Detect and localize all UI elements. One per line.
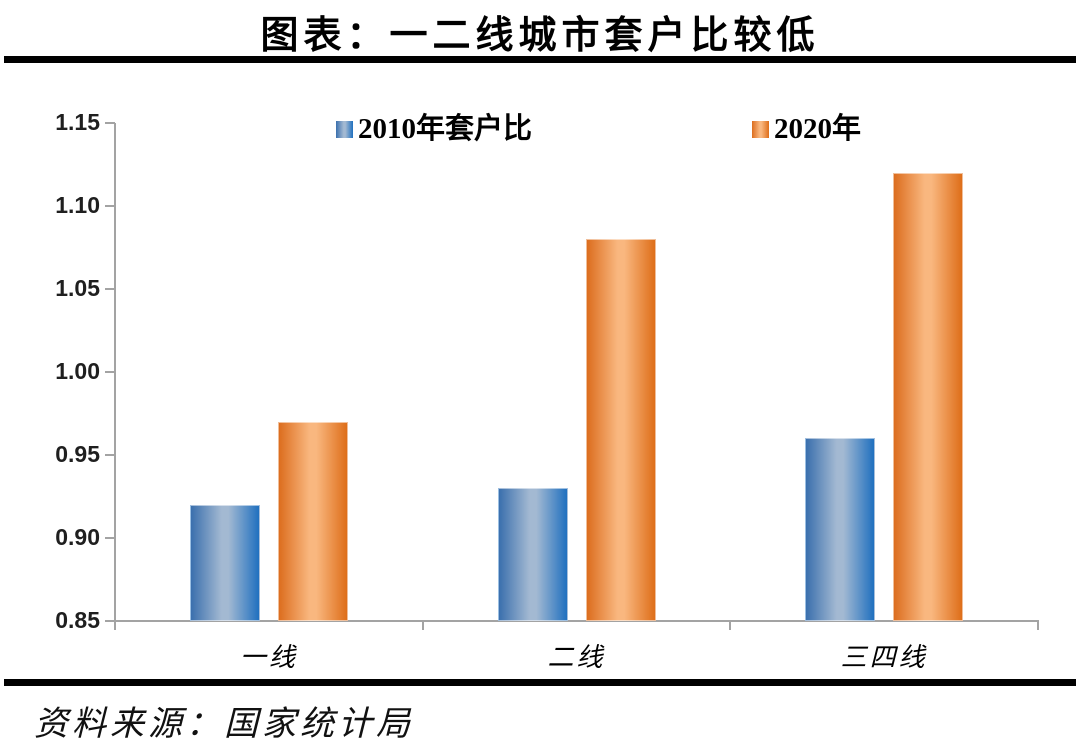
bar-2010年套户比-一线 [190, 505, 260, 621]
bar-2010年套户比-三四线 [805, 438, 875, 621]
x-axis-label: 三四线 [840, 643, 928, 672]
y-axis-label: 1.00 [55, 358, 100, 384]
y-axis-label: 0.85 [55, 607, 100, 633]
y-axis-label: 0.95 [55, 441, 100, 467]
y-axis-tick [105, 122, 115, 124]
y-axis-line [114, 123, 116, 629]
x-axis-label: 一线 [239, 643, 298, 672]
x-axis-tick [421, 621, 424, 630]
legend-swatch-2020 [752, 120, 769, 138]
x-axis-label: 二线 [547, 643, 606, 672]
y-axis-tick [105, 205, 115, 207]
bar-2020年-三四线 [893, 173, 963, 621]
y-axis-tick [105, 537, 115, 539]
legend-swatch-2010 [336, 120, 353, 138]
top-divider [4, 56, 1076, 63]
x-axis-tick [114, 621, 116, 630]
y-axis-label: 1.05 [55, 275, 100, 301]
source-note: 资料来源：国家统计局 [34, 706, 414, 743]
y-axis-label: 0.90 [55, 524, 100, 550]
legend-label-2020: 2020年 [774, 113, 862, 145]
bar-2010年套户比-二线 [498, 488, 568, 621]
legend-item-2020: 2020年 [752, 112, 861, 146]
bar-2020年-二线 [586, 239, 656, 621]
bottom-divider [4, 679, 1076, 686]
y-axis-tick [105, 288, 115, 290]
y-axis-tick [105, 454, 115, 456]
legend-label-2010: 2010年套户比 [358, 113, 533, 145]
bar-2020年-一线 [278, 422, 348, 621]
y-axis-tick [105, 371, 115, 373]
y-axis-tick [105, 620, 115, 622]
legend-item-2010: 2010年套户比 [336, 112, 532, 146]
chart-title: 图表：一二线城市套户比较低 [260, 15, 820, 57]
y-axis-label: 1.15 [55, 109, 100, 135]
x-axis-line [113, 620, 1039, 622]
y-axis-label: 1.10 [55, 192, 100, 218]
x-axis-tick [729, 621, 732, 630]
x-axis-tick [1037, 621, 1039, 630]
